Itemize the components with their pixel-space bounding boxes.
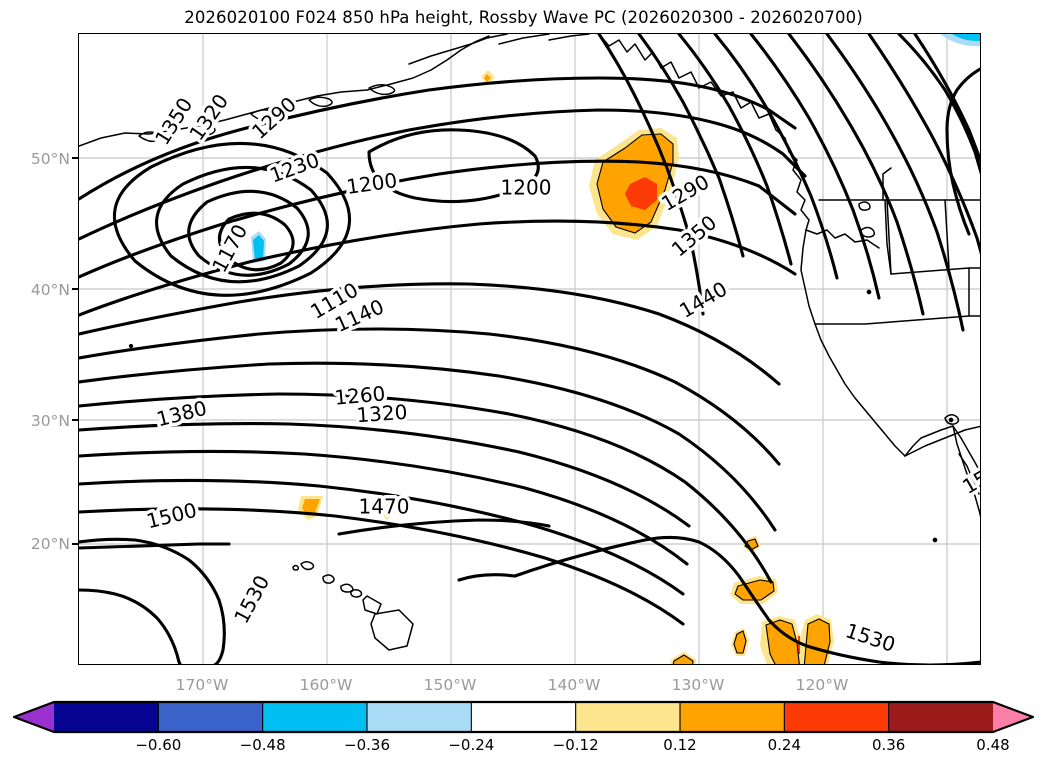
- contour-1410: [945, 67, 980, 236]
- colorbar-tick-label: 0.12: [663, 736, 697, 754]
- shade-red-trop-u: [798, 636, 800, 654]
- colorbar-swatch: [471, 702, 577, 732]
- x-tick-label-120W: 120°W: [795, 676, 849, 694]
- contour-1230: [79, 76, 701, 201]
- colorbar-swatch: [158, 702, 264, 732]
- contour-1110: [217, 211, 295, 272]
- colorbar-tick-label: 0.36: [871, 736, 906, 754]
- map-panel[interactable]: 1350 1350 1320 1320 1290 1290 1230 1230 1200 1200…: [78, 33, 981, 665]
- contour-1200-inner: [112, 141, 352, 297]
- svg-text:1500: 1500: [144, 498, 199, 534]
- contour-1500: [79, 537, 226, 664]
- contour-1530-south: [513, 535, 980, 664]
- colorbar-tick-label: −0.24: [448, 736, 495, 754]
- shade-red-main: [625, 177, 657, 210]
- colorbar-swatch: [367, 702, 472, 732]
- x-tick-label-170W: 170°W: [175, 676, 229, 694]
- svg-text:1440: 1440: [675, 277, 731, 323]
- y-tick-label-50N: 50°N: [30, 150, 70, 168]
- y-axis-tick-40N: [72, 288, 79, 290]
- shaded-region-outlines: [596, 133, 831, 664]
- svg-text:1470: 1470: [359, 495, 410, 519]
- shaded-anomaly-regions: [251, 34, 980, 664]
- coastlines: [79, 34, 980, 651]
- y-tick-label-40N: 40°N: [30, 281, 70, 299]
- colorbar-swatch: [54, 702, 159, 732]
- y-tick-label-20N: 20°N: [30, 535, 70, 553]
- shade-orange-1470: [302, 499, 320, 516]
- colorbar-tick-labels: −0.60 −0.48 −0.36 −0.24 −0.12 0.12 0.24 0.36 0.4…: [0, 736, 1047, 760]
- colorbar-outline: [12, 700, 1035, 734]
- x-tick-label-140W: 140°W: [547, 676, 601, 694]
- svg-text:1320: 1320: [356, 400, 408, 427]
- svg-text:1200: 1200: [501, 176, 552, 200]
- svg-text:1320: 1320: [184, 89, 233, 144]
- shade-orange-alaska: [484, 74, 491, 82]
- colorbar-swatch: [680, 702, 785, 732]
- colorbar-tick-label: 0.48: [976, 736, 1010, 754]
- colorbar-tick-label: −0.60: [135, 736, 182, 754]
- contour-1170: [155, 165, 329, 284]
- colorbar-swatch: [888, 702, 994, 732]
- colorbar[interactable]: [12, 700, 1035, 734]
- colorbar-extend-low: [14, 702, 54, 732]
- svg-text:1320: 1320: [356, 400, 408, 427]
- colorbar-svg: [12, 700, 1035, 734]
- colorbar-swatch: [575, 702, 681, 732]
- colorbar-tick-label: −0.36: [344, 736, 390, 754]
- svg-text:1470: 1470: [359, 495, 410, 519]
- svg-text:1530: 1530: [843, 618, 899, 657]
- svg-text:1260: 1260: [333, 381, 386, 409]
- y-tick-label-30N: 30°N: [30, 412, 70, 430]
- chart-title: 2026020100 F024 850 hPa height, Rossby W…: [184, 8, 863, 27]
- shade-cyan-low: [253, 235, 264, 260]
- y-axis-tick-20N: [72, 543, 79, 545]
- x-tick-label-160W: 160°W: [299, 676, 353, 694]
- contour-1140: [187, 189, 310, 277]
- colorbar-swatch: [262, 702, 368, 732]
- contour-1530: [79, 588, 182, 664]
- colorbar-extend-high: [993, 702, 1033, 732]
- colorbar-tick-label: 0.24: [767, 736, 802, 754]
- colorbar-swatch: [784, 702, 890, 732]
- svg-text:1200: 1200: [345, 168, 399, 199]
- colorbar-tick-label: −0.48: [239, 736, 286, 754]
- contour-lines: [79, 34, 980, 664]
- svg-text:1200: 1200: [501, 176, 552, 200]
- y-axis-tick-50N: [72, 157, 79, 159]
- colorbar-tick-label: −0.12: [552, 736, 599, 754]
- svg-text:1530: 1530: [229, 571, 274, 627]
- x-tick-label-130W: 130°W: [671, 676, 725, 694]
- shade-cyan-corner: [952, 34, 980, 42]
- y-axis-tick-30N: [72, 419, 79, 421]
- shade-orange-trop-d: [673, 655, 693, 664]
- x-tick-label-150W: 150°W: [423, 676, 477, 694]
- shade-orange-hawaii-n: [384, 509, 390, 515]
- shade-orange-trop-c: [734, 631, 746, 653]
- contour-1260: [79, 108, 721, 241]
